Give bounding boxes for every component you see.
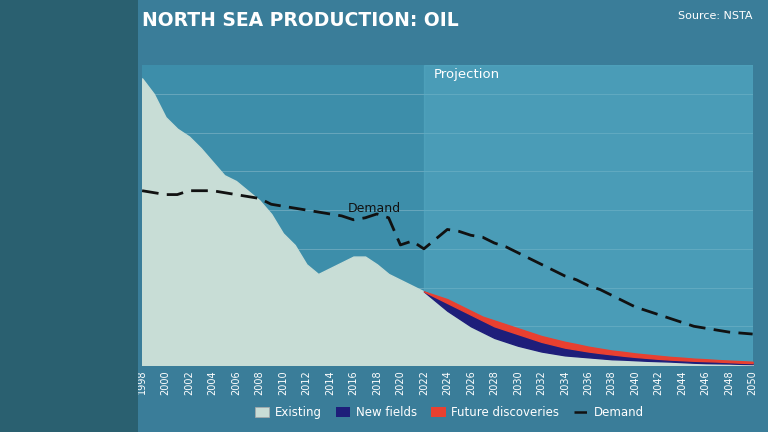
Text: NORTH SEA PRODUCTION: OIL: NORTH SEA PRODUCTION: OIL	[142, 11, 458, 30]
Text: Projection: Projection	[433, 68, 499, 81]
Legend: Existing, New fields, Future discoveries, Demand: Existing, New fields, Future discoveries…	[250, 401, 648, 424]
Text: Source: NSTA: Source: NSTA	[678, 11, 753, 21]
Y-axis label: Million tonnes oil equivalent: Million tonnes oil equivalent	[101, 137, 111, 293]
Text: Demand: Demand	[348, 202, 401, 215]
Bar	[424, 65, 753, 365]
